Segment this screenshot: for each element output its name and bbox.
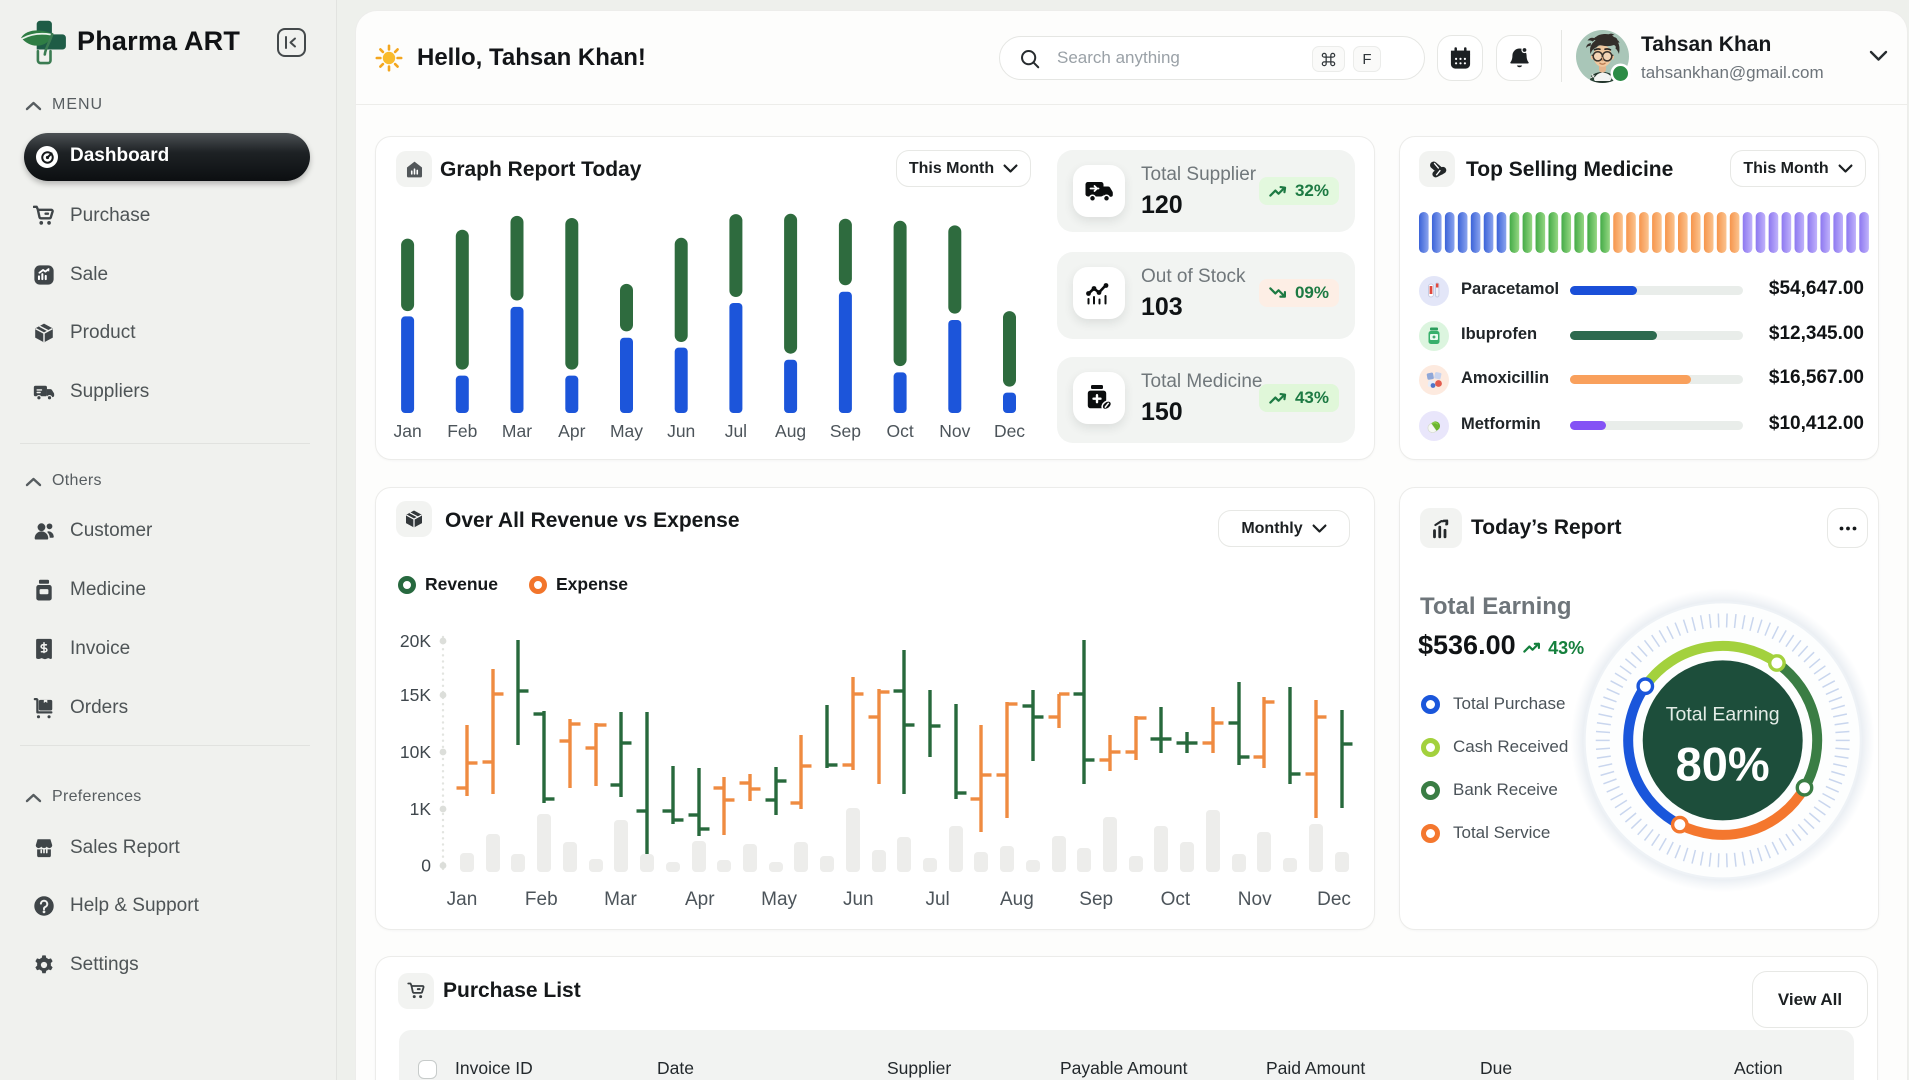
svg-text:Apr: Apr bbox=[685, 889, 715, 910]
svg-text:20K: 20K bbox=[400, 631, 431, 651]
svg-text:Apr: Apr bbox=[558, 421, 585, 441]
svg-text:Oct: Oct bbox=[886, 421, 913, 441]
svg-text:May: May bbox=[761, 889, 797, 910]
svg-text:Oct: Oct bbox=[1161, 889, 1191, 910]
svg-text:May: May bbox=[610, 421, 643, 441]
svg-text:Nov: Nov bbox=[939, 421, 970, 441]
svg-text:10K: 10K bbox=[400, 742, 431, 762]
svg-text:1K: 1K bbox=[410, 799, 432, 819]
svg-text:Sep: Sep bbox=[830, 421, 861, 441]
svg-text:Feb: Feb bbox=[447, 421, 477, 441]
svg-text:Dec: Dec bbox=[1317, 889, 1351, 910]
svg-text:Dec: Dec bbox=[994, 421, 1025, 441]
svg-text:Sep: Sep bbox=[1079, 889, 1113, 910]
svg-text:Jun: Jun bbox=[843, 889, 874, 910]
svg-text:Jun: Jun bbox=[667, 421, 695, 441]
svg-text:Aug: Aug bbox=[1000, 889, 1034, 910]
svg-text:80%: 80% bbox=[1676, 737, 1770, 790]
svg-text:Mar: Mar bbox=[604, 889, 637, 910]
svg-text:0: 0 bbox=[421, 856, 431, 876]
svg-text:Feb: Feb bbox=[525, 889, 558, 910]
svg-text:Aug: Aug bbox=[775, 421, 806, 441]
svg-text:Mar: Mar bbox=[502, 421, 532, 441]
svg-text:Total Earning: Total Earning bbox=[1666, 703, 1780, 725]
svg-text:Nov: Nov bbox=[1238, 889, 1272, 910]
svg-text:15K: 15K bbox=[400, 685, 431, 705]
svg-text:Jul: Jul bbox=[925, 889, 949, 910]
svg-text:Jan: Jan bbox=[393, 421, 421, 441]
svg-text:Jul: Jul bbox=[725, 421, 747, 441]
svg-text:Jan: Jan bbox=[447, 889, 478, 910]
